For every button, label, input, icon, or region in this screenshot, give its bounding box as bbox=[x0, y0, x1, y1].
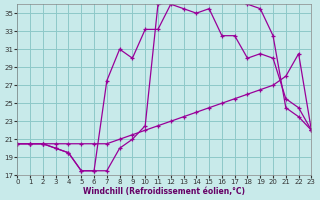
X-axis label: Windchill (Refroidissement éolien,°C): Windchill (Refroidissement éolien,°C) bbox=[84, 187, 245, 196]
